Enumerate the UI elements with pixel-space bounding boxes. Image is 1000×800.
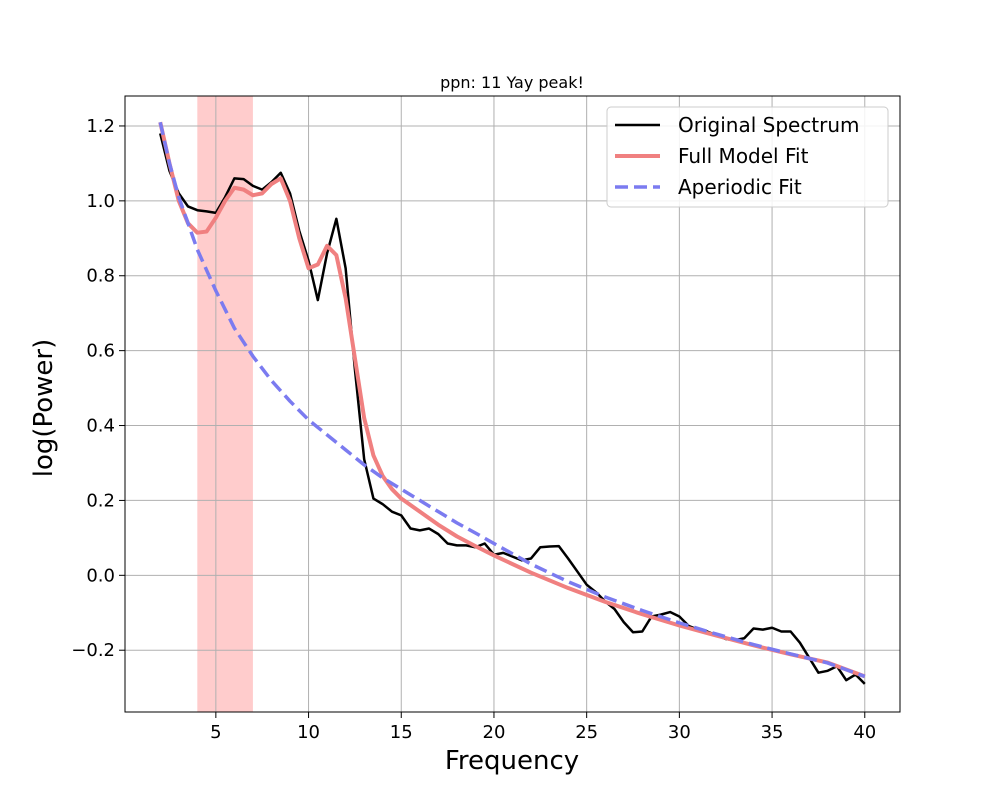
series-layer <box>158 121 866 685</box>
x-tick-label: 20 <box>483 722 506 743</box>
series-line-aperiodic-fit <box>158 121 866 679</box>
y-tick-label: 0.2 <box>86 490 115 511</box>
y-axis-label: log(Power) <box>29 339 59 478</box>
x-tick-label: 35 <box>761 722 784 743</box>
y-tick-label: 0.0 <box>86 565 115 586</box>
plot-frame <box>124 95 901 713</box>
series-line-original-spectrum <box>159 133 866 685</box>
x-tick-label: 10 <box>297 722 320 743</box>
legend-label-aperiodic-fit: Aperiodic Fit <box>678 175 802 199</box>
x-tick-label: 25 <box>575 722 598 743</box>
legend-box <box>606 106 889 208</box>
chart-title: ppn: 11 Yay peak! <box>440 73 584 92</box>
x-tick-label: 30 <box>668 722 691 743</box>
legend: Original Spectrum Full Model Fit Aperiod… <box>606 106 889 208</box>
legend-label-full-model-fit: Full Model Fit <box>678 144 809 168</box>
legend-label-original-spectrum: Original Spectrum <box>678 113 860 137</box>
y-axis-ticks: −0.2 0.0 0.2 0.4 0.6 0.8 1.0 1.2 <box>71 116 125 661</box>
x-tick-label: 15 <box>390 722 413 743</box>
series-line-full-model-fit <box>158 121 866 679</box>
y-tick-label: 1.2 <box>86 116 115 137</box>
x-axis-label: Frequency <box>445 746 579 776</box>
x-axis-ticks: 5 10 15 20 25 30 35 40 <box>210 712 876 743</box>
x-tick-label: 40 <box>853 722 876 743</box>
y-tick-label: 0.6 <box>86 341 115 362</box>
y-tick-label: 0.8 <box>86 266 115 287</box>
y-tick-label: 1.0 <box>86 191 115 212</box>
x-tick-label: 5 <box>210 722 221 743</box>
y-tick-label: −0.2 <box>71 640 115 661</box>
y-tick-label: 0.4 <box>86 416 115 437</box>
